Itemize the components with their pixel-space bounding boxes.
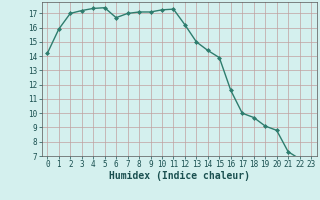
X-axis label: Humidex (Indice chaleur): Humidex (Indice chaleur) [109,171,250,181]
